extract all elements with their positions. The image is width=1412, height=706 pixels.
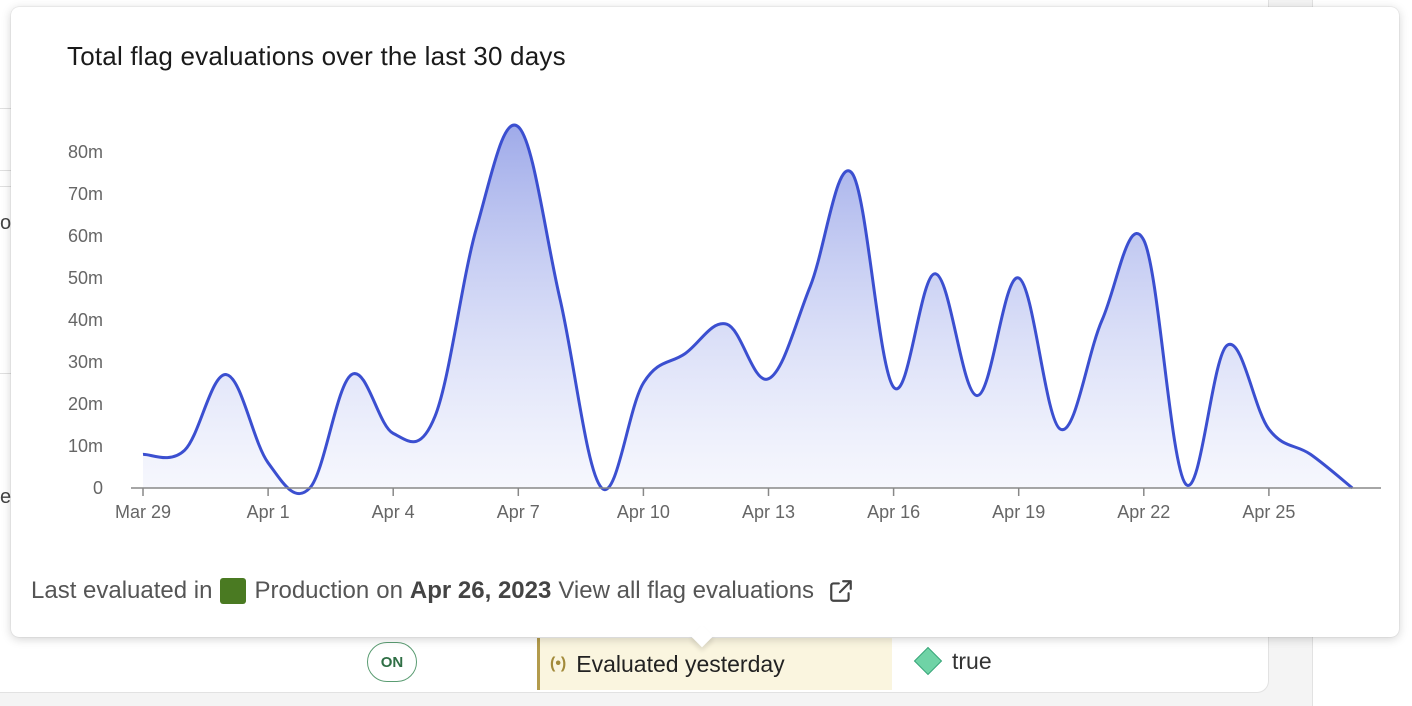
x-tick-label: Apr 1 (247, 502, 290, 522)
chart-title: Total flag evaluations over the last 30 … (67, 41, 566, 71)
x-tick-label: Mar 29 (115, 502, 171, 522)
background-text-fragment: e (0, 486, 12, 508)
external-link-icon[interactable] (828, 578, 854, 604)
evaluations-popover: Total flag evaluations over the last 30 … (11, 7, 1399, 637)
evaluation-status-text: Evaluated yesterday (576, 650, 785, 677)
y-tick-label: 80m (68, 142, 103, 162)
footer-on-text: on (376, 577, 403, 604)
footer-prefix: Last evaluated in (31, 577, 213, 604)
background-divider (0, 170, 14, 171)
y-tick-label: 40m (68, 310, 103, 330)
variation-diamond-icon (913, 646, 943, 676)
y-tick-label: 0 (93, 478, 103, 498)
x-tick-label: Apr 19 (992, 502, 1045, 522)
last-evaluated-footer: Last evaluated in Production on Apr 26, … (31, 577, 854, 605)
variation-label: true (952, 647, 992, 674)
x-tick-label: Apr 22 (1117, 502, 1170, 522)
status-toggle-badge[interactable]: ON (367, 642, 417, 682)
evaluation-status-chip[interactable]: (•) Evaluated yesterday (537, 638, 892, 690)
environment-color-swatch (220, 578, 247, 604)
background-left-card (0, 108, 14, 374)
y-tick-label: 70m (68, 184, 103, 204)
y-tick-label: 10m (68, 436, 103, 456)
series-area (143, 125, 1353, 494)
x-tick-label: Apr 13 (742, 502, 795, 522)
x-tick-label: Apr 7 (497, 502, 540, 522)
view-all-evaluations-link[interactable]: View all flag evaluations (558, 577, 815, 604)
y-tick-label: 50m (68, 268, 103, 288)
x-tick-label: Apr 25 (1242, 502, 1295, 522)
x-tick-label: Apr 4 (372, 502, 415, 522)
environment-name: Production (254, 577, 370, 604)
last-evaluated-date: Apr 26, 2023 (409, 577, 552, 604)
series-line (142, 123, 1354, 496)
evaluations-area-chart: 0 10m 20m 30m 40m 50m 60m 70m 80m Mar 29 Apr 1 Apr… (68, 123, 1381, 522)
variation-value: true (913, 646, 992, 676)
background-text-fragment: o (0, 212, 12, 234)
x-tick-label: Apr 10 (617, 502, 670, 522)
y-tick-label: 20m (68, 394, 103, 414)
y-tick-label: 60m (68, 226, 103, 246)
background-divider (0, 186, 14, 187)
evaluation-pulse-icon: (•) (550, 655, 567, 672)
y-tick-label: 30m (68, 352, 103, 372)
x-tick-label: Apr 16 (867, 502, 920, 522)
